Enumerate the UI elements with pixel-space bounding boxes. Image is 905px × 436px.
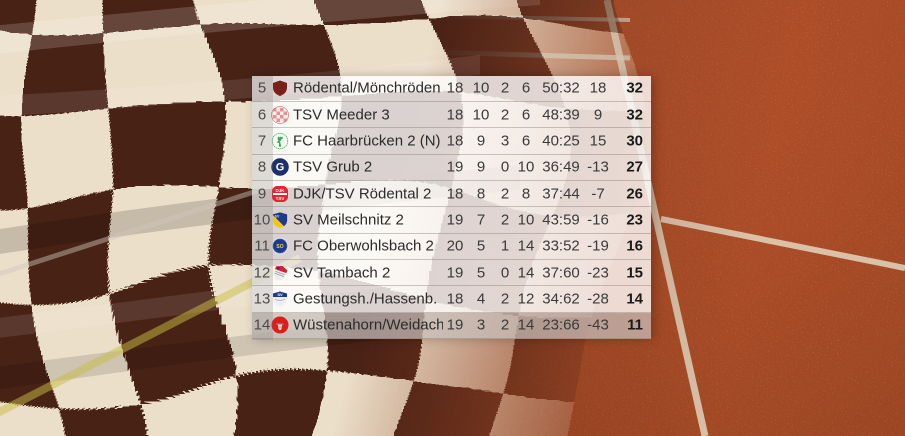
svg-text:DJK: DJK (275, 188, 285, 193)
svg-text:TSV: TSV (276, 196, 285, 201)
svg-text:SO: SO (276, 244, 283, 250)
svg-text:G: G (276, 162, 285, 174)
svg-text:SV: SV (277, 292, 283, 297)
svg-text:SV: SV (275, 214, 280, 218)
